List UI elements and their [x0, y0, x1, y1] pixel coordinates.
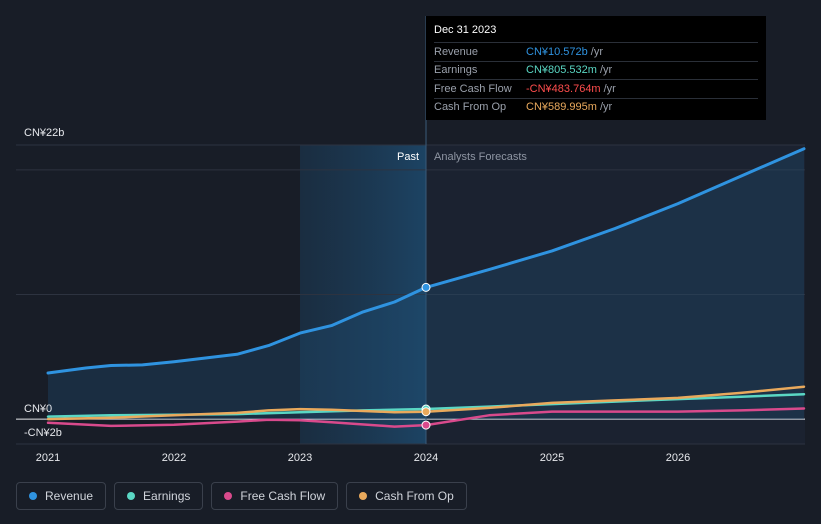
legend-item-cash-from-op[interactable]: Cash From Op [346, 482, 467, 510]
x-tick-label: 2021 [36, 452, 60, 464]
tooltip-value: CN¥805.532m [526, 64, 597, 77]
tooltip-label: Earnings [434, 64, 478, 77]
x-tick-label: 2025 [540, 452, 564, 464]
y-axis-label-zero: CN¥0 [24, 403, 52, 415]
marker-free-cash-flow [421, 420, 431, 430]
legend-dot-icon [29, 492, 37, 500]
legend-item-revenue[interactable]: Revenue [16, 482, 107, 510]
tooltip-date: Dec 31 2023 [434, 24, 497, 36]
x-tick-label: 2023 [288, 452, 312, 464]
marker-revenue [421, 282, 431, 292]
tooltip-unit: /yr [599, 101, 613, 114]
tooltip-value: -CN¥483.764m [526, 82, 601, 95]
tooltip-unit: /yr [599, 64, 613, 77]
legend-item-earnings[interactable]: Earnings [114, 482, 204, 510]
x-tick-label: 2022 [162, 452, 186, 464]
legend-dot-icon [224, 492, 233, 500]
marker-cash-from-op [421, 407, 431, 417]
tooltip-value: CN¥10.572b [526, 45, 588, 58]
tooltip-unit: /yr [590, 45, 604, 58]
series-line-cash-from-op [46, 385, 806, 421]
legend-label: Free Cash Flow [240, 489, 326, 503]
tooltip-row-revenue: Revenue CN¥10.572b/yr [434, 42, 758, 61]
x-tick-label: 2024 [414, 452, 438, 464]
revenue-area [48, 148, 804, 420]
legend: Revenue Earnings Free Cash Flow Cash From O… [16, 482, 467, 510]
series-line-revenue [46, 147, 806, 375]
tooltip-label: Cash From Op [434, 101, 507, 114]
x-tick-label: 2026 [666, 452, 690, 464]
tooltip-row-cash-from-op: Cash From Op CN¥589.995m/yr [434, 97, 758, 117]
tooltip-label: Revenue [434, 45, 479, 58]
forecast-label: Analysts Forecasts [434, 151, 527, 163]
legend-dot-icon [359, 492, 368, 500]
past-label: Past [397, 151, 419, 163]
tooltip-value: CN¥589.995m [526, 101, 597, 114]
y-axis-label-top: CN¥22b [24, 127, 64, 139]
legend-label: Earnings [143, 489, 191, 503]
legend-dot-icon [127, 492, 136, 500]
series-line-free-cash-flow [46, 407, 806, 428]
legend-label: Cash From Op [375, 489, 454, 503]
tooltip-unit: /yr [603, 82, 616, 95]
y-axis-label-bottom: -CN¥2b [24, 427, 62, 439]
tooltip-label: Free Cash Flow [434, 82, 512, 95]
tooltip: Dec 31 2023 Revenue CN¥10.572b/yr Earnings… [426, 16, 766, 120]
legend-label: Revenue [45, 489, 94, 503]
tooltip-row-free-cash-flow: Free Cash Flow -CN¥483.764m/yr [434, 79, 758, 98]
tooltip-row-earnings: Earnings CN¥805.532m/yr [434, 60, 758, 80]
legend-item-free-cash-flow[interactable]: Free Cash Flow [211, 482, 339, 510]
